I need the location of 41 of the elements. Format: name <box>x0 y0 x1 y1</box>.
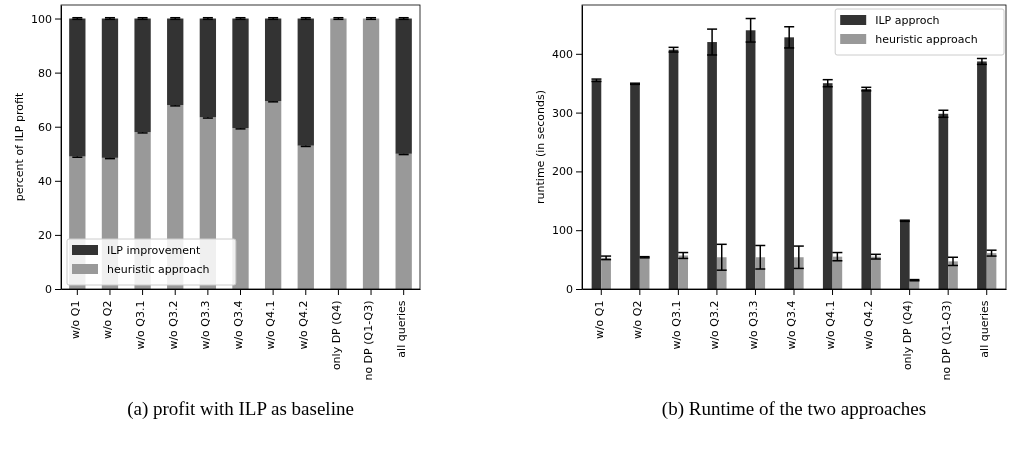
x-tick-label: w/o Q2 <box>631 300 645 340</box>
y-axis-title: percent of ILP profit <box>13 92 26 202</box>
x-tick-label: w/o Q3.1 <box>669 300 683 350</box>
legend-label: ILP approch <box>875 14 940 27</box>
y-tick-label: 300 <box>552 106 573 120</box>
x-tick-label: w/o Q4.2 <box>297 300 311 350</box>
x-tick-label: w/o Q2 <box>101 300 115 340</box>
x-tick-label: w/o Q3.2 <box>166 300 180 350</box>
x-tick-label: w/o Q4.2 <box>862 300 876 350</box>
x-tick-label: all queries <box>978 300 992 358</box>
y-tick-label: 200 <box>552 165 573 179</box>
y-tick-label: 0 <box>45 283 52 297</box>
legend-label: heuristic approach <box>875 33 978 46</box>
x-tick-label: w/o Q4.1 <box>264 300 278 350</box>
x-tick-label: w/o Q1 <box>68 300 82 340</box>
y-tick-label: 100 <box>552 224 573 238</box>
x-tick-label: w/o Q1 <box>592 300 606 340</box>
y-tick-label: 20 <box>38 228 52 242</box>
x-tick-label: w/o Q3.1 <box>133 300 147 350</box>
x-tick-label: w/o Q3.4 <box>231 300 245 350</box>
x-tick-label: w/o Q3.3 <box>746 300 760 350</box>
y-tick-label: 60 <box>38 120 52 134</box>
text: (a) profit with ILP as baseline <box>127 398 354 420</box>
x-tick-label: no DP (Q1-Q3) <box>939 300 953 381</box>
y-tick-label: 40 <box>38 174 52 188</box>
legend-label: heuristic approach <box>107 263 210 276</box>
legend-label: ILP improvement <box>107 244 201 257</box>
y-axis-title: runtime (in seconds) <box>534 90 547 204</box>
y-tick-label: 80 <box>38 66 52 80</box>
x-tick-label: only DP (Q4) <box>329 300 343 371</box>
x-tick-label: w/o Q3.3 <box>199 300 213 350</box>
y-tick-label: 100 <box>31 12 52 26</box>
x-tick-label: all queries <box>395 300 409 358</box>
x-tick-label: w/o Q3.2 <box>708 300 722 350</box>
x-tick-label: w/o Q4.1 <box>823 300 837 350</box>
y-tick-label: 400 <box>552 47 573 61</box>
text: (b) Runtime of the two approaches <box>661 398 927 420</box>
x-tick-label: no DP (Q1-Q3) <box>362 300 376 381</box>
x-tick-label: w/o Q3.4 <box>785 300 799 350</box>
y-tick-label: 0 <box>566 283 573 297</box>
x-tick-label: only DP (Q4) <box>900 300 914 371</box>
